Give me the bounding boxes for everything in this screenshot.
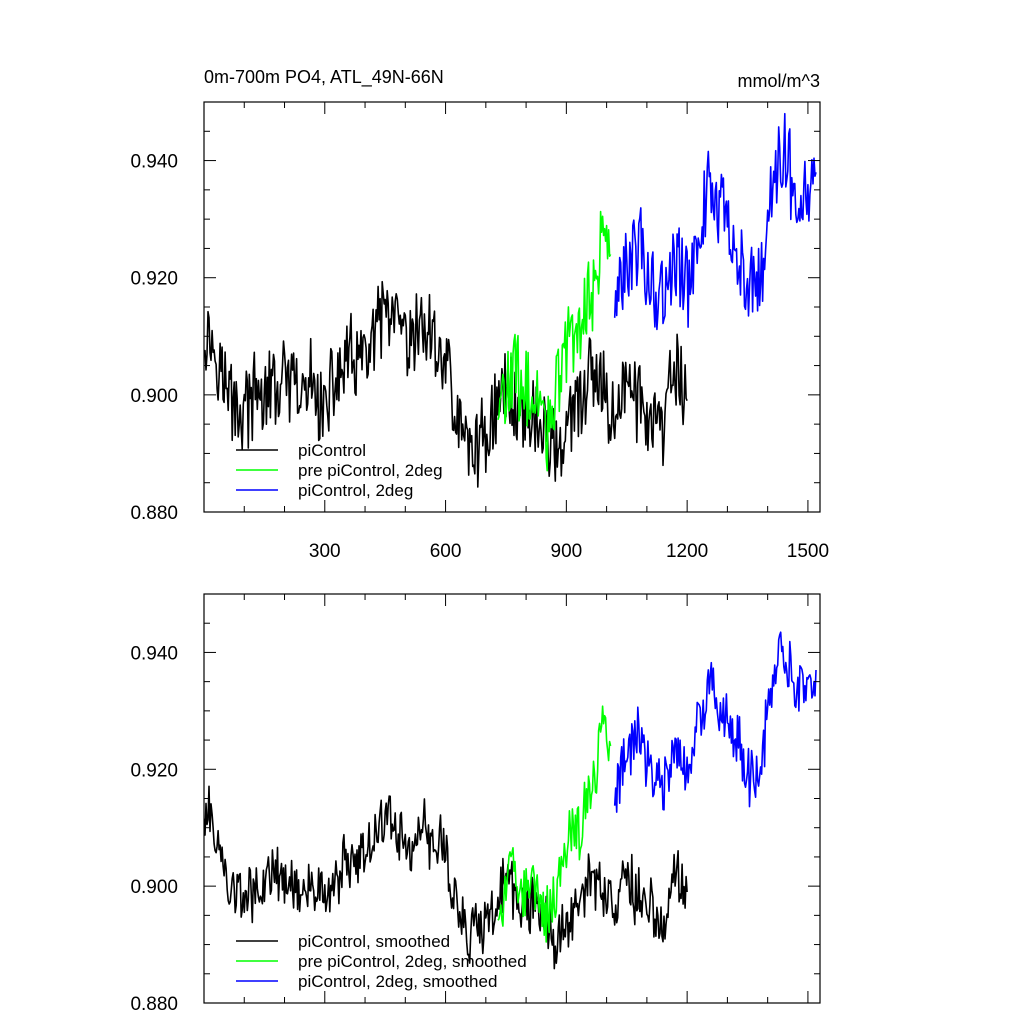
legend-label-picontrol-2deg: piControl, 2deg [298,481,413,500]
x-tick-label: 1500 [787,541,829,562]
legend-label-picontrol-2deg-smoothed: piControl, 2deg, smoothed [298,972,497,991]
bottom-panel: 0.880 0.900 0.920 0.940 piControl, smoothed… [130,593,821,1015]
series-line-pre-picontrol-2deg [497,210,612,472]
bottom-series-layer [204,631,817,970]
x-tick-label: 900 [551,541,583,562]
legend-label-picontrol-smoothed: piControl, smoothed [298,932,450,951]
y-tick-label: 0.920 [130,760,178,781]
bottom-tick-layer: 0.880 0.900 0.920 0.940 [130,593,820,1015]
x-tick-label: 600 [430,541,462,562]
y-tick-label: 0.900 [130,877,178,898]
x-tick-label: 1200 [666,541,708,562]
series-line-picontrol-smoothed [204,785,688,970]
x-tick-label: 300 [309,541,341,562]
top-plot-frame [203,101,821,513]
y-tick-label: 0.900 [130,386,178,407]
legend-label-pre-picontrol-2deg-smoothed: pre piControl, 2deg, smoothed [298,952,527,971]
y-tick-label: 0.920 [130,269,178,290]
series-line-picontrol-2deg-smoothed [613,631,817,813]
top-series-layer [204,112,817,488]
legend-label-pre-picontrol-2deg: pre piControl, 2deg [298,461,443,480]
y-tick-label: 0.940 [130,152,178,173]
units-label: mmol/m^3 [738,71,820,91]
series-line-picontrol [204,280,688,488]
top-panel: 0m-700m PO4, ATL_49N-66N mmol/m^3 300 600… [130,67,829,562]
y-tick-label: 0.940 [130,643,178,664]
bottom-plot-frame [203,593,821,1004]
top-tick-layer: 300 600 900 1200 1500 0.880 0.900 0.920 0.940 [130,101,829,562]
legend-label-picontrol: piControl [298,441,366,460]
y-tick-label: 0.880 [130,503,178,524]
series-line-picontrol-2deg [613,112,817,331]
chart-title: 0m-700m PO4, ATL_49N-66N [204,67,444,88]
y-tick-label: 0.880 [130,994,178,1015]
series-line-pre-picontrol-2deg-smoothed [497,705,612,943]
